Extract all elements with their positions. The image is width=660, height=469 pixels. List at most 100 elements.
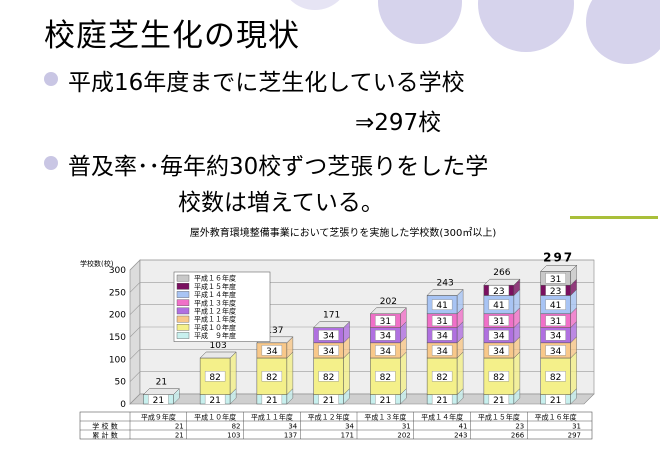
- table-cell: 34: [288, 423, 297, 431]
- table-cell: 34: [345, 423, 354, 431]
- bar-value-label: 21: [266, 396, 277, 406]
- bar-value-label: 21: [493, 396, 504, 406]
- bar-value-label: 82: [436, 373, 447, 383]
- bar-value-label: 34: [436, 347, 448, 357]
- bar-value-label: 41: [550, 301, 561, 311]
- bar-segment-side: [456, 351, 464, 396]
- table-cell: 243: [454, 432, 467, 440]
- legend-swatch: [176, 299, 190, 306]
- legend-swatch: [176, 307, 190, 315]
- bar-value-label: 41: [493, 301, 504, 311]
- bar-value-label: 82: [323, 373, 334, 383]
- bar-label-box: [431, 345, 453, 356]
- bar-label-box: [318, 330, 339, 341]
- table-cell: 202: [397, 432, 410, 440]
- bar-label-box: [545, 371, 566, 382]
- bar-label-box: [431, 371, 453, 382]
- bar-value-label: 34: [550, 332, 562, 342]
- legend-swatch: [176, 283, 190, 290]
- data-table: [79, 411, 593, 440]
- table-cell: 103: [227, 432, 240, 440]
- bar-label-box: [261, 345, 283, 356]
- bar-total-label: 21: [156, 378, 167, 388]
- bullet-1-line-1: 平成16年度までに芝生化している学校: [68, 70, 465, 96]
- decorative-circle: [586, 0, 660, 64]
- bar-label-box: [204, 371, 226, 382]
- bar-top: [199, 351, 237, 359]
- bar-segment-side: [286, 351, 294, 396]
- table-header-cell: 平成１１年度: [251, 413, 293, 422]
- bar-label-box: [431, 330, 453, 341]
- bar-label-box: [488, 299, 510, 310]
- bullet-1-line-2: ⇒297校: [355, 110, 442, 136]
- bar-label-box: [545, 330, 566, 341]
- gridline: [129, 259, 594, 271]
- bar-value-label: 31: [380, 317, 391, 327]
- bar-value-label: 34: [550, 347, 562, 357]
- bar-value-label: 21: [436, 396, 447, 406]
- bar-label-box: [545, 345, 566, 356]
- table-header-cell: 平成１０年度: [194, 413, 236, 422]
- legend-label: 平成１２年度: [194, 307, 236, 316]
- chart-title: 屋外教育環境整備事業において芝張りを実施した学校数(300㎡以上): [190, 226, 497, 239]
- legend-label: 平成１３年度: [194, 298, 236, 307]
- bar-value-label: 21: [209, 396, 220, 406]
- bar-total-label: 171: [323, 311, 340, 321]
- y-tick-label: 250: [109, 288, 126, 298]
- bar-label-box: [545, 273, 566, 284]
- floor: [129, 393, 595, 405]
- bar-value-label: 34: [493, 332, 505, 342]
- table-header-cell: 平成１４年度: [421, 413, 463, 422]
- legend-swatch: [176, 274, 190, 282]
- bar-label-box: [318, 345, 339, 356]
- bar-value-label: 82: [266, 373, 277, 383]
- bar-value-label: 34: [436, 332, 448, 342]
- bar-top: [369, 307, 407, 315]
- bar-value-label: 82: [380, 373, 391, 383]
- y-tick-label: 100: [109, 355, 126, 365]
- legend-label: 平成 ９年度: [194, 331, 236, 340]
- table-header-cell: 平成９年度: [141, 413, 176, 422]
- legend-swatch: [176, 332, 190, 339]
- table-cell: 137: [284, 432, 297, 440]
- table-cell: 297: [568, 432, 581, 440]
- bar-value-label: 21: [153, 396, 164, 406]
- table-row-label: 累 計 数: [92, 431, 117, 440]
- bar-value-label: 31: [436, 317, 447, 327]
- bar-value-label: 21: [380, 396, 391, 406]
- bar-value-label: 41: [436, 301, 447, 311]
- legend-label: 平成１５年度: [194, 282, 236, 291]
- bar-label-box: [375, 345, 396, 356]
- legend-label: 平成１０年度: [194, 323, 236, 332]
- bullet-2-line-2: 校数は増えている。: [178, 190, 384, 216]
- y-tick-label: 200: [109, 311, 126, 321]
- legend-swatch: [176, 291, 190, 298]
- bar-total-label: 137: [266, 326, 283, 336]
- bar-value-label: 34: [380, 332, 392, 342]
- table-row-label: 学 校 数: [92, 422, 117, 431]
- bar-label-box: [545, 299, 566, 310]
- legend-label: 平成１１年度: [194, 315, 236, 324]
- table-cell: 21: [175, 423, 184, 431]
- bar-value-label: 34: [323, 332, 335, 342]
- bar-segment-side: [570, 351, 577, 396]
- bar-value-label: 23: [493, 287, 504, 297]
- table-cell: 31: [402, 423, 411, 431]
- table-cell: 31: [572, 423, 581, 431]
- table-header-cell: 平成１５年度: [478, 413, 520, 422]
- bar-value-label: 21: [550, 396, 561, 406]
- table-cell: 266: [511, 432, 525, 440]
- legend-swatch: [176, 315, 190, 323]
- slide-title: 校庭芝生化の現状: [44, 18, 300, 54]
- bar-value-label: 82: [493, 373, 504, 383]
- bar-value-label: 34: [323, 347, 335, 357]
- bar-value-label: 82: [209, 373, 220, 383]
- legend-label: 平成１６年度: [194, 274, 236, 283]
- table-cell: 41: [459, 423, 468, 431]
- bar-value-label: 31: [493, 317, 504, 327]
- bar-label-box: [545, 315, 566, 326]
- bar-value-label: 23: [550, 287, 561, 297]
- y-tick-label: 0: [120, 400, 126, 410]
- y-tick-label: 150: [109, 333, 126, 343]
- gridline: [129, 282, 594, 293]
